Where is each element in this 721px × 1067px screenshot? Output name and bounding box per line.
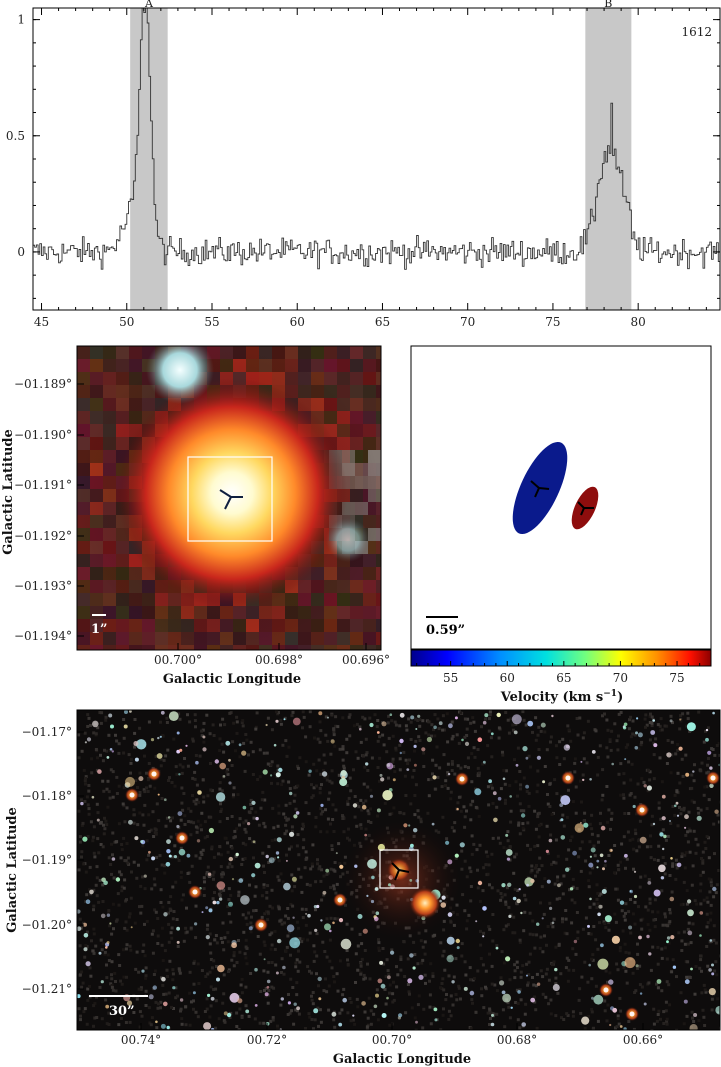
- wide-field-frame: [76, 709, 721, 1031]
- colorbar-tick-label: 75: [669, 671, 684, 685]
- spectrum-xtick-label: 70: [460, 315, 475, 329]
- wide-xtick-label: 00.70°: [372, 1033, 412, 1047]
- zoom-ytick-label: −01.193°: [14, 579, 72, 593]
- spectrum-xtick-label: 60: [290, 315, 305, 329]
- spectrum-ytick-label: 1: [17, 13, 25, 27]
- colorbar-ticks: 55 60 65 70 75: [416, 661, 712, 685]
- zoom-blue-star: [146, 346, 214, 404]
- maser-map-frame: [410, 345, 712, 650]
- zoom-image-panel: 1” 00.700° 00.698° 00.696° −01.189° −01.190°…: [1, 345, 390, 687]
- wide-field-stars: [77, 710, 720, 1030]
- zoom-ytick-label: −01.192°: [14, 529, 72, 543]
- colorbar-tick-label: 60: [500, 671, 515, 685]
- zoom-ytick-label: −01.191°: [14, 478, 72, 492]
- region-label-b: B: [604, 0, 612, 10]
- wide-ytick-label: −01.21°: [22, 982, 72, 996]
- wide-field-zoom-box: [379, 849, 419, 889]
- wide-field-scale-label: 30”: [109, 1004, 135, 1019]
- zoom-maser-marker: [219, 489, 243, 510]
- spectrum-xtick-label: 75: [545, 315, 560, 329]
- region-label-a: A: [144, 0, 154, 10]
- wide-xtick-label: 00.72°: [247, 1033, 287, 1047]
- zoom-xtick-label: 00.696°: [342, 653, 390, 667]
- bright-orange-star: [409, 887, 441, 919]
- wide-xtick-label: 00.74°: [121, 1033, 161, 1047]
- wide-ytick-label: −01.20°: [22, 918, 72, 932]
- zoom-ytick-label: −01.190°: [14, 428, 72, 442]
- zoom-frame: [76, 345, 382, 651]
- wide-field-background: [77, 710, 720, 1030]
- spectrum-ticks: 45 50 55 60 65 70 75 80 0 0.5 1: [6, 8, 720, 329]
- wide-ytick-label: −01.18°: [22, 789, 72, 803]
- wide-xtick-label: 00.68°: [497, 1033, 537, 1047]
- maser-map-marker: [530, 480, 594, 516]
- zoom-xlabel: Galactic Longitude: [163, 672, 301, 687]
- spectrum-xtick-label: 80: [631, 315, 646, 329]
- maser-map-scale-label: 0.59”: [426, 623, 465, 638]
- spectrum-xtick-label: 65: [375, 315, 390, 329]
- wide-field-panel: 30” 00.74° 00.72° 00.70° 00.68° 00.66° −01.17…: [5, 709, 721, 1067]
- wide-field-ticks: 00.74° 00.72° 00.70° 00.68° 00.66° −01.17° −01…: [22, 725, 664, 1047]
- wide-xlabel: Galactic Longitude: [333, 1052, 471, 1067]
- zoom-ytick-label: −01.189°: [14, 377, 72, 391]
- zoom-xtick-label: 00.700°: [154, 653, 202, 667]
- spectrum-xtick-label: 55: [204, 315, 219, 329]
- velocity-regions: [130, 8, 632, 310]
- spectrum-ytick-label: 0.5: [6, 129, 25, 143]
- wide-ylabel: Galactic Latitude: [5, 807, 20, 933]
- colorbar-tick-label: 55: [443, 671, 458, 685]
- wide-xtick-label: 00.66°: [623, 1033, 663, 1047]
- region-b: [585, 8, 632, 310]
- wide-ytick-label: −01.19°: [22, 853, 72, 867]
- zoom-box: [187, 456, 273, 542]
- colorbar-tick-label: 70: [613, 671, 628, 685]
- wide-ytick-label: −01.17°: [22, 725, 72, 739]
- colorbar-label: Velocity (km s−1): [500, 689, 623, 705]
- zoom-xtick-label: 00.698°: [255, 653, 303, 667]
- spectrum-annotation: 1612: [681, 25, 712, 39]
- zoom-ytick-label: −01.194°: [14, 629, 72, 643]
- zoom-ylabel: Galactic Latitude: [1, 429, 16, 555]
- zoom-ticks: 00.700° 00.698° 00.696° −01.189° −01.190° −01…: [14, 377, 390, 667]
- spectrum-xtick-label: 45: [34, 315, 49, 329]
- spectrum-line: [33, 8, 720, 270]
- velocity-colorbar: [410, 649, 712, 667]
- zoom-scale-label: 1”: [91, 622, 108, 637]
- wide-field-maser-marker: [391, 862, 410, 881]
- spectrum-xtick-label: 50: [119, 315, 134, 329]
- spectrum-ytick-label: 0: [17, 245, 25, 259]
- colorbar-tick-label: 65: [556, 671, 571, 685]
- maser-map-panel: 0.59” 55 60 65 70 75 Velocity (km s−1): [410, 345, 712, 705]
